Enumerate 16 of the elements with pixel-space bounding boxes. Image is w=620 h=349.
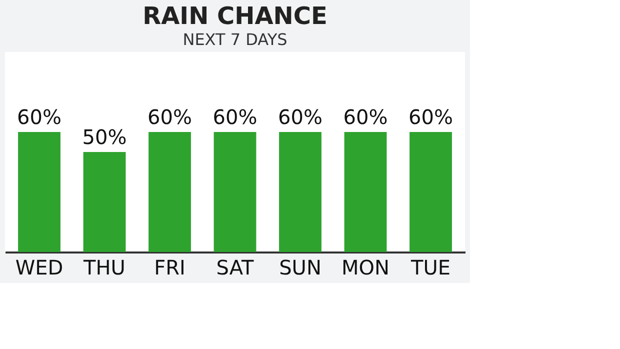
data-label: 60%	[278, 105, 322, 129]
data-label: 60%	[148, 105, 192, 129]
x-tick-label: MON	[342, 256, 390, 280]
x-tick-label: TUE	[410, 256, 450, 280]
x-tick-label: WED	[15, 256, 64, 280]
x-tick-label: SAT	[216, 256, 254, 280]
chart-title: RAIN CHANCE	[142, 2, 328, 30]
data-label: 60%	[408, 105, 453, 129]
data-label: 60%	[17, 105, 62, 129]
data-label: 60%	[343, 105, 388, 129]
x-tick-label: SUN	[279, 256, 322, 280]
x-tick-label: FRI	[154, 256, 186, 280]
x-tick-label: THU	[82, 256, 126, 280]
data-label: 60%	[212, 105, 258, 129]
data-label: 50%	[82, 125, 127, 149]
chart-subtitle: NEXT 7 DAYS	[182, 30, 288, 49]
